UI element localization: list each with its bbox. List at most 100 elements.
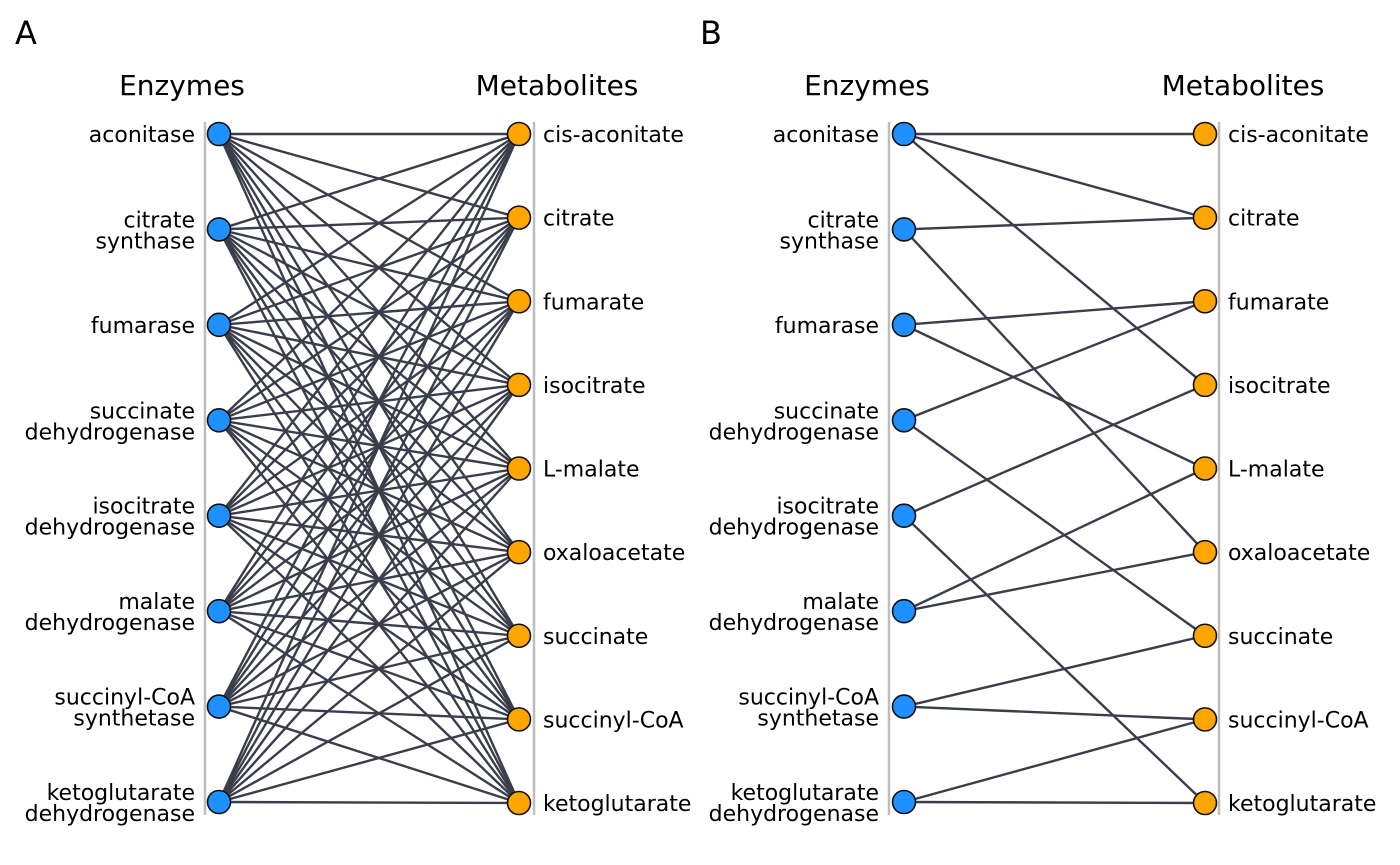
edge-5-5: [218, 550, 520, 613]
edge-1-6: [218, 228, 520, 637]
enzyme-node: [891, 503, 917, 529]
edge-2-5: [218, 323, 520, 554]
panel-letter: B: [700, 14, 722, 52]
enzyme-label: synthetase: [73, 707, 195, 732]
metabolite-label: oxaloacetate: [1228, 541, 1370, 566]
edge-7-8: [218, 800, 520, 805]
edge-0-1: [903, 132, 1206, 219]
edge-0-7: [217, 133, 521, 720]
edge-7-7: [218, 718, 520, 804]
edge-1-1: [218, 216, 520, 231]
enzyme-label: citrate: [807, 208, 879, 233]
enzyme-label: fumarase: [91, 314, 195, 339]
edge-7-3: [218, 384, 520, 803]
enzyme-node: [891, 312, 917, 338]
edge-6-7: [218, 705, 520, 721]
enzymes-column-title: Enzymes: [119, 69, 245, 102]
edge-3-6: [903, 419, 1206, 637]
edge-1-7: [217, 228, 521, 721]
metabolite-node: [1192, 790, 1218, 816]
enzyme-label: synthase: [96, 229, 195, 254]
metabolite-label: cis-aconitate: [543, 123, 684, 148]
edge-5-8: [218, 610, 520, 805]
enzyme-label: dehydrogenase: [709, 802, 879, 827]
enzyme-label: malate: [118, 590, 195, 615]
edge-0-6: [217, 133, 521, 637]
edge-2-2: [903, 300, 1206, 327]
metabolite-node: [1192, 707, 1218, 732]
enzyme-node: [206, 121, 232, 147]
edge-5-2: [218, 300, 520, 612]
metabolite-node: [506, 707, 532, 732]
edge-4-3: [218, 383, 520, 517]
edge-0-5: [218, 133, 520, 553]
enzyme-node: [891, 217, 917, 242]
edge-7-2: [217, 300, 521, 803]
edge-3-5: [218, 419, 520, 554]
edge-1-2: [218, 228, 520, 303]
enzyme-label: ketoglutarate: [47, 781, 195, 806]
enzyme-label: dehydrogenase: [709, 611, 879, 636]
edge-5-6: [218, 609, 520, 637]
enzyme-label: synthase: [780, 229, 879, 254]
metabolite-label: isocitrate: [1228, 374, 1331, 399]
enzyme-label: dehydrogenase: [25, 611, 195, 636]
metabolite-node: [506, 539, 532, 565]
enzyme-label: dehydrogenase: [25, 516, 195, 541]
edge-4-8: [218, 514, 520, 804]
edge-0-3: [903, 133, 1206, 386]
metabolite-node: [506, 623, 532, 649]
edge-7-4: [218, 467, 520, 803]
enzyme-node: [891, 121, 917, 147]
metabolite-label: L-malate: [543, 458, 639, 483]
enzymes-column-title: Enzymes: [804, 69, 930, 102]
enzyme-label: dehydrogenase: [25, 420, 195, 445]
enzyme-label: succinate: [774, 399, 879, 424]
enzyme-label: isocitrate: [776, 495, 879, 520]
edge-3-3: [218, 383, 520, 422]
edge-1-5: [218, 228, 520, 553]
edge-6-1: [217, 216, 521, 708]
metabolite-node: [1192, 288, 1218, 314]
edge-0-2: [218, 132, 520, 303]
enzyme-node: [891, 407, 917, 433]
edge-1-3: [218, 228, 520, 386]
metabolite-node: [1192, 456, 1218, 481]
metabolite-label: ketoglutarate: [543, 792, 691, 817]
edge-2-4: [218, 323, 520, 470]
edge-7-1: [217, 217, 521, 803]
metabolite-label: L-malate: [1228, 458, 1324, 483]
enzyme-label: synthetase: [757, 707, 879, 732]
edges-group: [217, 132, 521, 805]
edge-2-3: [218, 323, 520, 387]
edge-0-1: [218, 132, 520, 219]
edge-7-7: [903, 718, 1206, 804]
metabolite-node: [506, 372, 532, 398]
edge-3-1: [218, 216, 520, 422]
edge-5-5: [903, 550, 1206, 613]
metabolite-node: [1192, 539, 1218, 565]
panel-letter: A: [15, 14, 37, 52]
edge-2-7: [218, 324, 520, 721]
edge-4-5: [218, 514, 520, 554]
edge-7-0: [217, 133, 521, 803]
enzyme-node: [206, 312, 232, 338]
edge-1-4: [218, 228, 520, 470]
enzyme-label: dehydrogenase: [25, 802, 195, 827]
edge-5-0: [217, 133, 521, 612]
metabolite-node: [506, 456, 532, 481]
edge-6-2: [218, 300, 520, 708]
enzyme-node: [206, 217, 232, 242]
metabolite-node: [1192, 372, 1218, 398]
metabolites-column-title: Metabolites: [476, 69, 639, 102]
edge-1-1: [903, 216, 1206, 231]
enzyme-node: [891, 598, 917, 624]
metabolite-node: [506, 790, 532, 816]
metabolites-column-title: Metabolites: [1162, 69, 1325, 102]
edge-2-4: [903, 323, 1206, 470]
enzyme-node: [206, 789, 232, 815]
edge-5-3: [218, 383, 520, 613]
enzyme-node: [206, 694, 232, 719]
